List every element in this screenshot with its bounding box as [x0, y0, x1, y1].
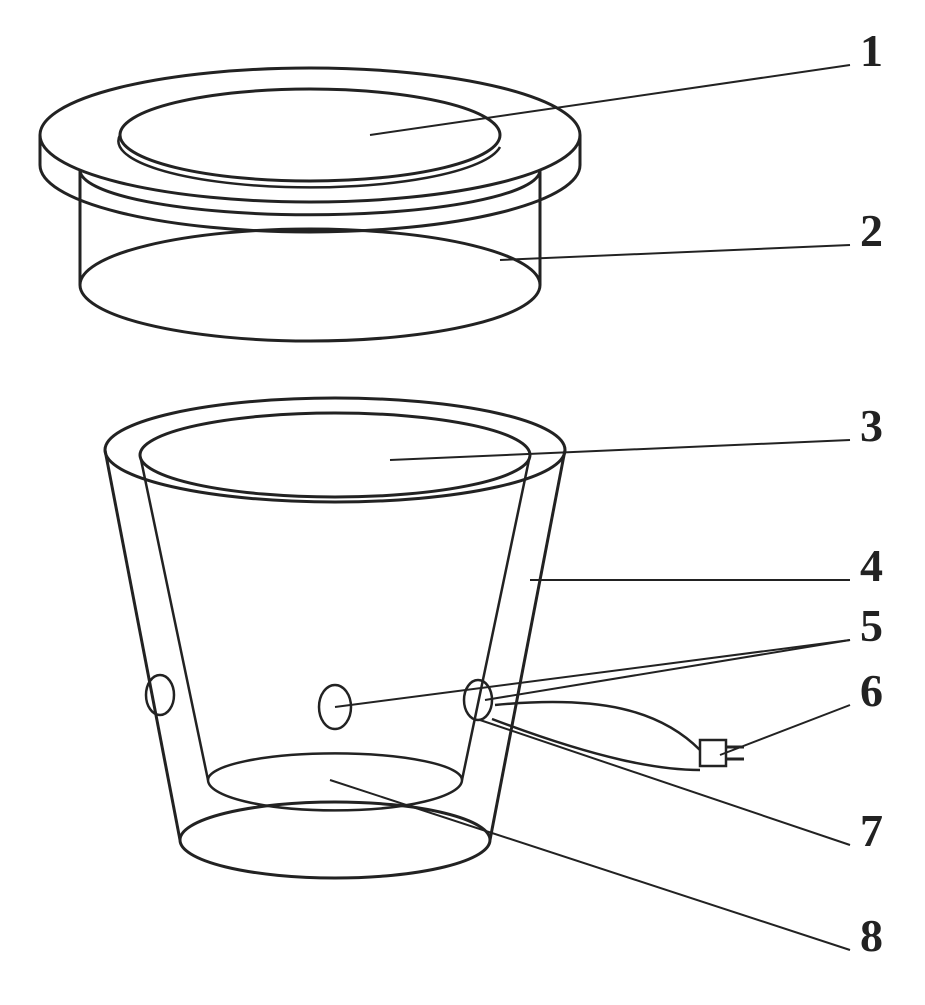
technical-diagram-svg: 1 2 3 4 5 6 7 8 — [0, 0, 925, 1000]
callout-label-6: 6 — [860, 665, 883, 716]
callout-label-4: 4 — [860, 540, 883, 591]
callout-label-5: 5 — [860, 600, 883, 651]
callout-label-2: 2 — [860, 205, 883, 256]
callout-label-8: 8 — [860, 910, 883, 961]
diagram-container: 1 2 3 4 5 6 7 8 — [0, 0, 925, 1000]
callout-label-1: 1 — [860, 25, 883, 76]
callout-label-3: 3 — [860, 400, 883, 451]
callout-label-7: 7 — [860, 805, 883, 856]
